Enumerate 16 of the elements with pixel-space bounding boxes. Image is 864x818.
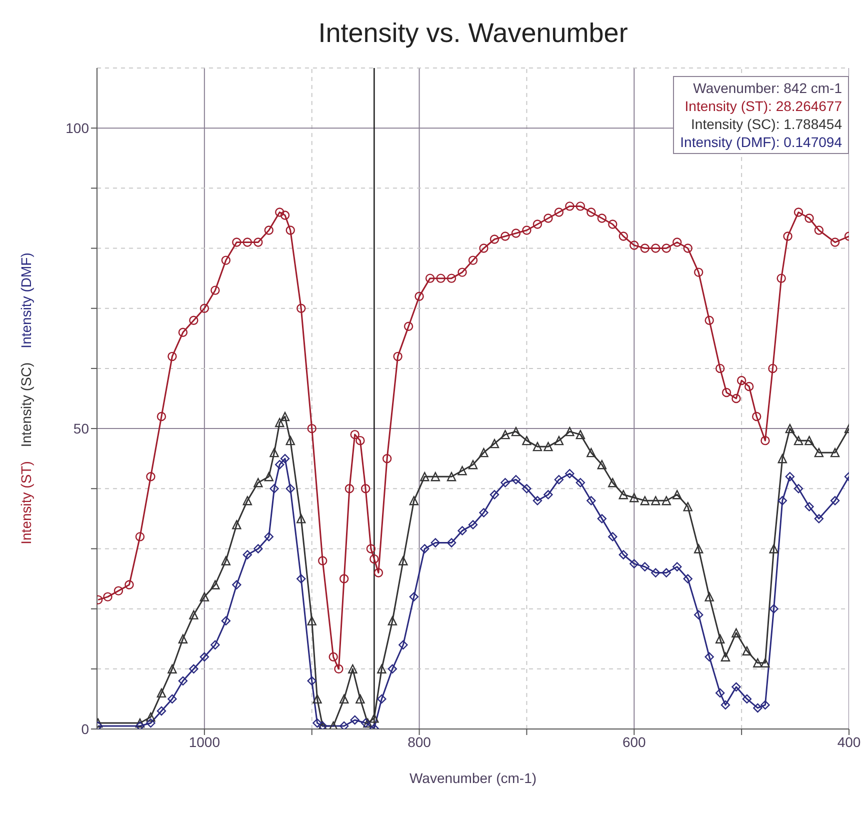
x-tick-label: 1000 <box>188 734 220 750</box>
y-tick-label: 50 <box>73 420 90 437</box>
annotation: Intensity (DMF): 0.147094 <box>680 133 842 151</box>
y-tick-label: 0 <box>81 720 90 737</box>
x-tick-label: 400 <box>837 734 861 750</box>
y-tick-label: 100 <box>66 120 90 136</box>
text: Intensity (DMF) <box>18 252 35 348</box>
chart-title: Intensity vs. Wavenumber <box>317 18 629 49</box>
x-tick-label: 600 <box>622 734 646 750</box>
text: Intensity (ST) <box>18 461 35 544</box>
annotation: Intensity (ST): 28.264677 <box>684 97 842 115</box>
text: Intensity (SC) <box>18 362 35 448</box>
x-axis-title: Wavenumber (cm-1) <box>408 770 538 786</box>
annotation: Intensity (SC): 1.788454 <box>690 115 842 133</box>
x-tick-label: 800 <box>408 734 432 750</box>
annotation: Wavenumber: 842 cm-1 <box>692 79 842 97</box>
